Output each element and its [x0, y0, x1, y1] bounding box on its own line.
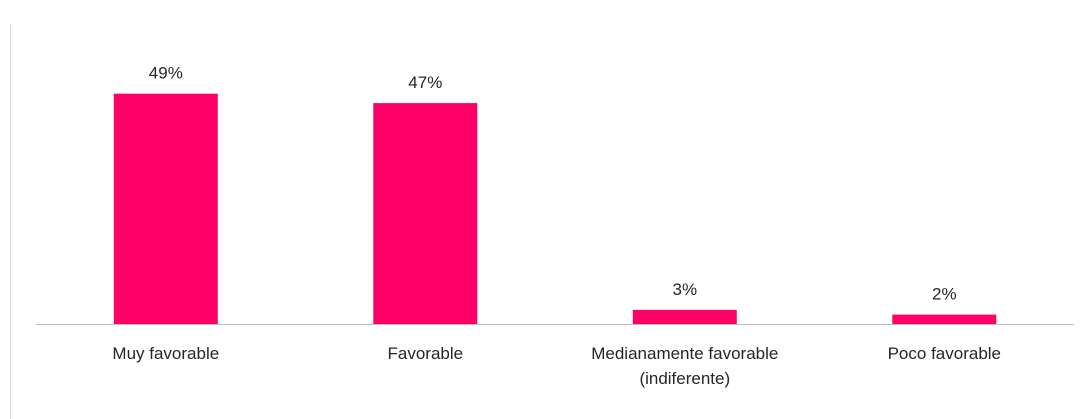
- bar-medianamente-favorable-indiferente: [632, 309, 737, 324]
- category-label-medianamente-favorable-indiferente: Medianamente favorable (indiferente): [591, 344, 778, 388]
- data-label-muy-favorable: 49%: [149, 64, 183, 83]
- bar-muy-favorable: [113, 93, 218, 324]
- category-label-muy-favorable: Muy favorable: [112, 344, 219, 363]
- category-label-line: Poco favorable: [888, 344, 1001, 363]
- category-labels-layer: Muy favorable Favorable Medianamente favor…: [112, 344, 1001, 388]
- category-label-line: Medianamente favorable: [591, 344, 778, 363]
- category-label-poco-favorable: Poco favorable: [888, 344, 1001, 363]
- bars-layer: [113, 93, 997, 324]
- category-label-line: Favorable: [387, 344, 463, 363]
- bar-poco-favorable: [892, 314, 997, 324]
- category-label-line: (indiferente): [639, 369, 730, 388]
- data-label-favorable: 47%: [408, 73, 442, 92]
- bar-favorable: [373, 103, 478, 324]
- data-label-medianamente-favorable-indiferente: 3%: [673, 280, 698, 299]
- category-label-favorable: Favorable: [387, 344, 463, 363]
- category-label-line: Muy favorable: [112, 344, 219, 363]
- data-labels-layer: 49% 47% 3% 2%: [149, 64, 957, 304]
- data-label-poco-favorable: 2%: [932, 285, 957, 304]
